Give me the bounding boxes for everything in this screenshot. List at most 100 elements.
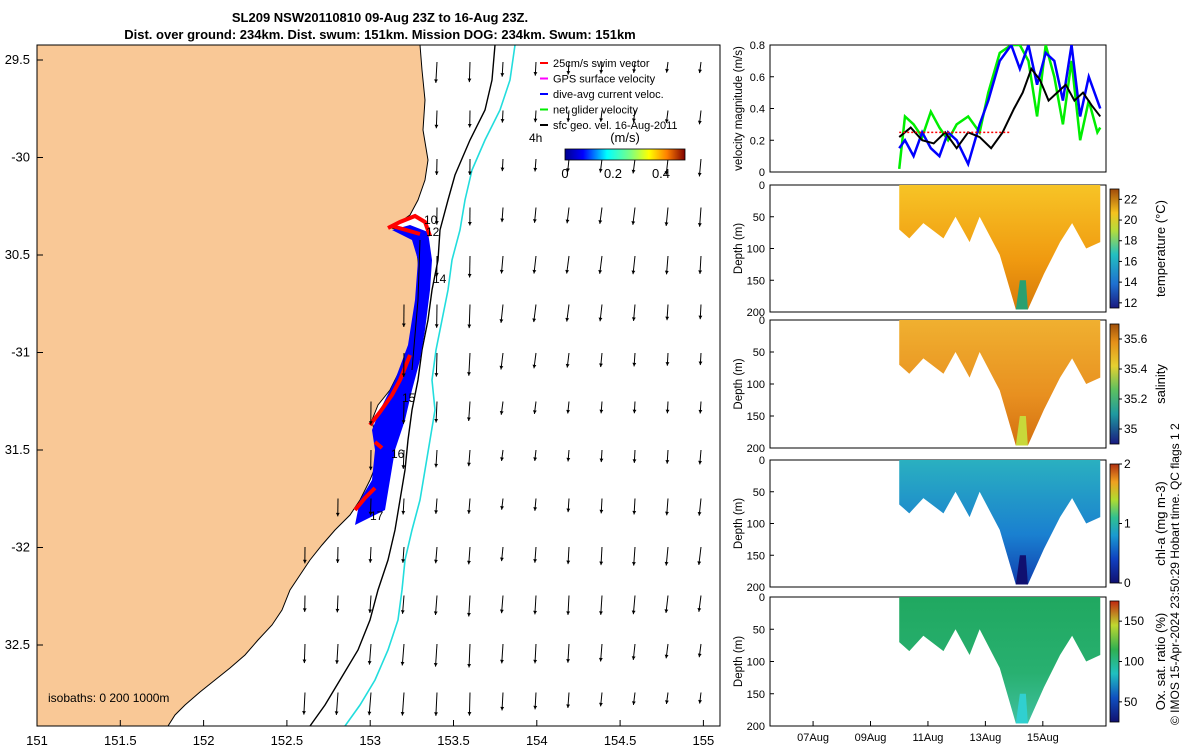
temperature-cbar-tick: 22 [1124,192,1138,206]
oxygen-cbar-label: Ox. sat. ratio (%) [1153,613,1168,711]
lat-tick-label: -31 [11,345,30,360]
temperature-ytick-label: 100 [747,244,765,256]
temperature-ytick-label: 0 [759,180,765,192]
map-frame [36,44,721,727]
isobath-1000m [344,45,516,726]
map-colorbar-label: (m/s) [610,130,640,145]
chl-a-ylabel: Depth (m) [733,498,745,549]
lon-tick-label: 152 [193,733,215,748]
lat-tick-label: 29.5 [5,52,30,67]
velocity-plot-area [769,44,1107,173]
salinity-ylabel: Depth (m) [733,358,745,409]
oxygen-cbar-tick: 100 [1124,655,1144,669]
velocity-ylabel: velocity magnitude (m/s) [733,46,745,171]
lat-tick-label: -30 [11,150,30,165]
legend-label: 25cm/s swim vector [553,58,650,70]
chl-a-section-field [899,460,1101,585]
legend-label: net glider velocity [553,105,638,117]
salinity-ytick-label: 150 [747,411,765,423]
temperature-cbar-label: temperature (°C) [1153,200,1168,297]
salinity-ytick-label: 0 [759,315,765,327]
chl-a-ytick-label: 150 [747,550,765,562]
velocity-ytick-label: 0.8 [750,40,765,52]
oxygen-ytick-label: 100 [747,657,765,669]
chart-title-line2: Dist. over ground: 234km. Dist. swum: 15… [124,27,636,42]
lon-tick-label: 155 [693,733,715,748]
map-colorbar-tick: 0 [561,166,568,181]
oxygen-colorbar [1109,600,1120,723]
salinity-ytick-label: 200 [747,443,765,455]
track-day-label: 14 [433,272,447,286]
chl-a-deep-core [1015,555,1028,585]
date-tick-label: 13Aug [969,732,1001,744]
track-day-label: 4h [529,131,542,145]
oxygen-section-field [899,597,1101,724]
chl-a-cbar-tick: 1 [1124,517,1131,531]
date-tick-label: 09Aug [855,732,887,744]
chart-title-line1: SL209 NSW20110810 09-Aug 23Z to 16-Aug 2… [231,10,529,25]
map-legend: 25cm/s swim vector GPS surface velocity di… [540,58,686,181]
oxygen-cbar-tick: 50 [1124,695,1138,709]
lat-tick-label: -32 [11,540,30,555]
chl-a-ytick-label: 200 [747,582,765,594]
temperature-cbar-tick: 12 [1124,296,1138,310]
salinity-section-field [899,320,1101,446]
oxygen-ytick-label: 150 [747,689,765,701]
track-day-label: 12 [426,225,440,239]
legend-label: sfc geo. vel. 16-Aug-2011 [553,120,678,132]
lon-tick-label: 153 [359,733,381,748]
map-colorbar-tick: 0.2 [604,166,622,181]
temperature-colorbar [1109,188,1120,309]
date-tick-label: 11Aug [912,732,943,744]
salinity-deep-core [1015,416,1028,446]
chl-a-cbar-tick: 0 [1124,576,1131,590]
track-day-label: 16 [391,447,405,461]
temperature-ytick-label: 50 [753,212,765,224]
isobaths-label: isobaths: 0 200 1000m [48,691,169,705]
chl-a-colorbar [1109,463,1120,584]
profile-panels: 0 0.2 0.4 0.6 0.8 velocity magnitude (m/s) 0 50… [733,40,1168,744]
chl-a-ytick-label: 50 [753,487,765,499]
track-day-label: 17 [370,509,384,523]
date-tick-label: 15Aug [1027,732,1059,744]
salinity-cbar-tick: 35.4 [1124,362,1148,376]
velocity-series-line [897,45,1102,169]
lon-tick-label: 151 [26,733,48,748]
velocity-ytick-label: 0.6 [750,72,765,84]
lat-tick-label: 31.5 [5,442,30,457]
oxygen-ytick-label: 200 [747,721,765,733]
chl-a-ytick-label: 100 [747,519,765,531]
track-day-label: 15 [402,391,416,405]
isobath-200m [309,45,496,726]
glider-track-line [411,239,421,371]
credit-text: © IMOS 15-Apr-2024 23:50:29 Hobart time.… [1168,423,1182,725]
temperature-ytick-label: 150 [747,275,765,287]
oxygen-deep-core [1015,693,1028,724]
salinity-cbar-label: salinity [1153,364,1168,404]
chl-a-cbar-label: chl-a (mg m-3) [1153,481,1168,566]
dive-avg-current-band [355,225,432,525]
lon-tick-label: 154 [526,733,548,748]
salinity-colorbar [1109,323,1120,445]
temperature-cbar-tick: 14 [1124,275,1138,289]
map-colorbar [564,148,686,161]
velocity-ytick-label: 0.4 [750,104,765,116]
temperature-section-field [899,185,1101,310]
legend-label: dive-avg current veloc. [553,89,664,101]
salinity-ytick-label: 50 [753,347,765,359]
oxygen-ytick-label: 0 [759,592,765,604]
legend-label: GPS surface velocity [553,74,656,86]
lon-tick-label: 151.5 [104,733,137,748]
lon-tick-label: 153.5 [437,733,470,748]
temperature-cbar-tick: 18 [1124,234,1138,248]
track-day-label: 10 [424,213,438,227]
map-colorbar-tick: 0.4 [652,166,670,181]
lon-tick-label: 154.5 [604,733,637,748]
temperature-deep-core [1015,280,1028,310]
temperature-cbar-tick: 16 [1124,254,1138,268]
oxygen-ylabel: Depth (m) [733,636,745,687]
lat-tick-label: 32.5 [5,637,30,652]
salinity-cbar-tick: 35 [1124,422,1138,436]
velocity-ytick-label: 0 [759,167,765,179]
